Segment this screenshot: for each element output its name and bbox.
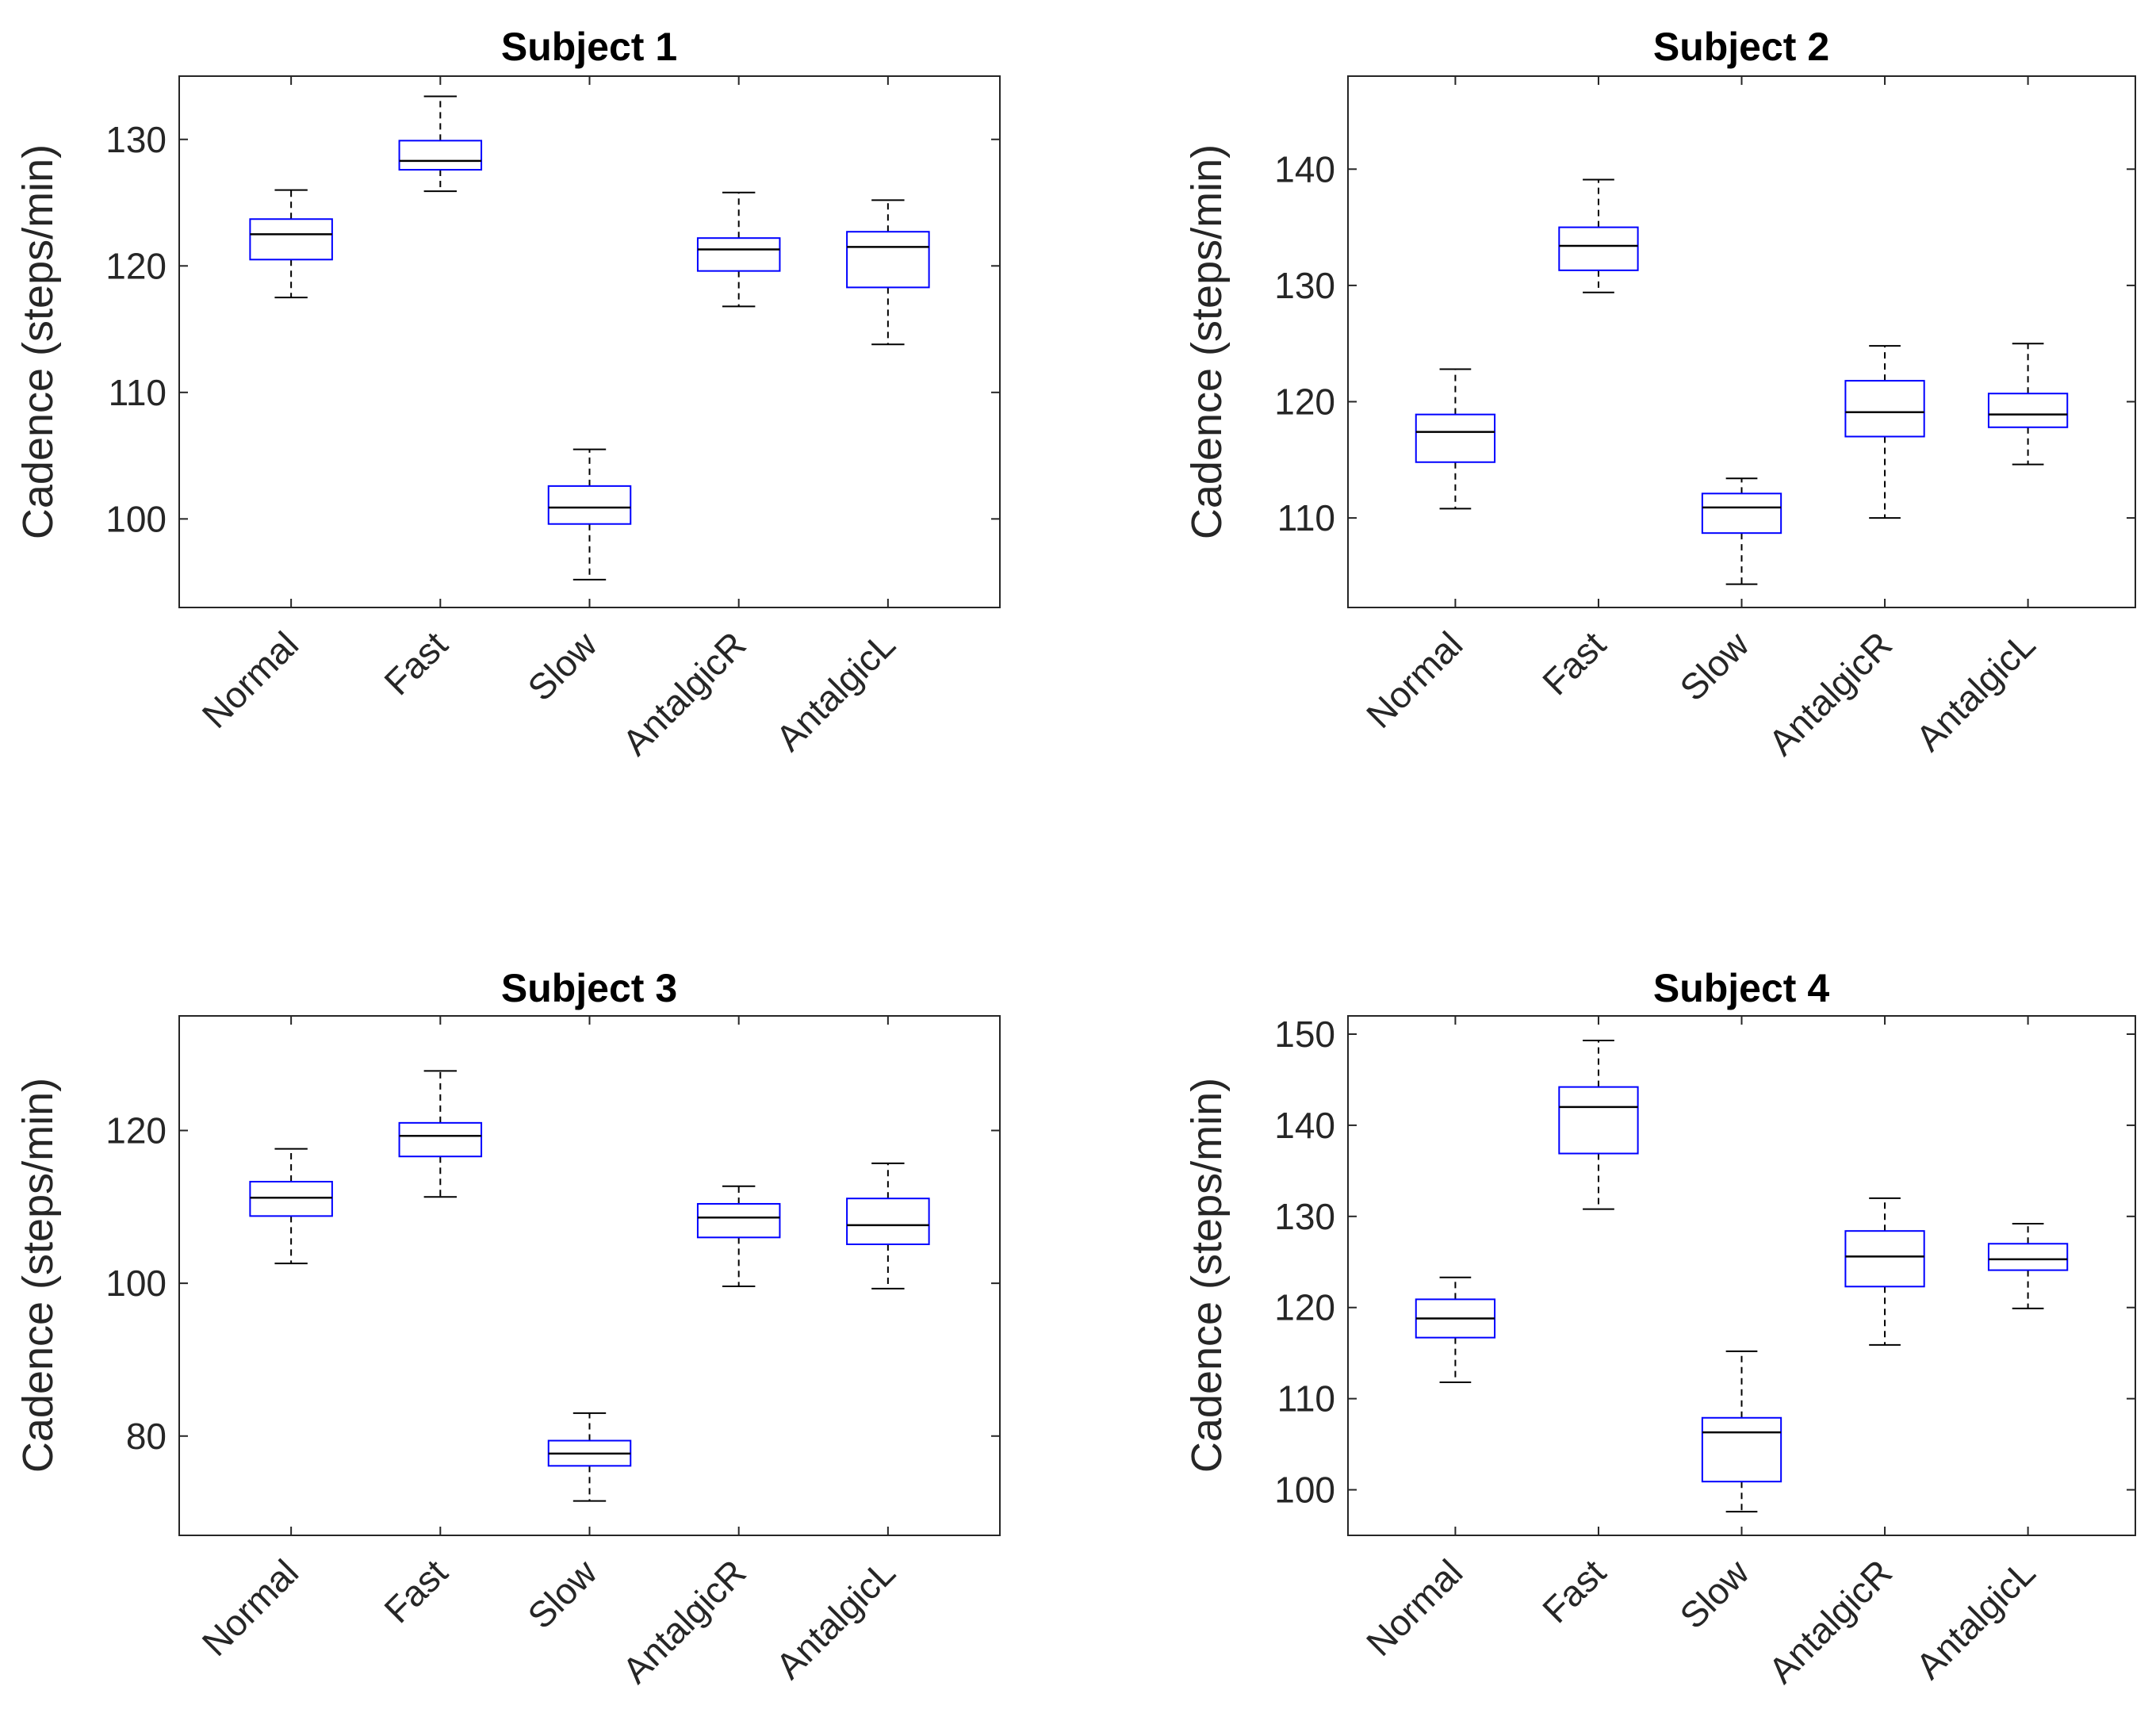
box-fast: [398, 1070, 483, 1198]
iqr-box: [398, 140, 483, 171]
x-tick-label: Fast: [376, 623, 455, 703]
box-normal: [249, 189, 333, 299]
y-tick-label: 100: [105, 1263, 167, 1304]
iqr-box: [1558, 226, 1639, 271]
y-axis-label: Cadence (steps/min): [1183, 1078, 1231, 1473]
box-antalgicl: [846, 199, 930, 346]
iqr-box: [1701, 492, 1782, 535]
x-tick-label: Slow: [519, 623, 605, 709]
iqr-box: [1558, 1086, 1639, 1155]
y-tick-label: 120: [1274, 381, 1335, 423]
box-slow: [547, 1412, 632, 1502]
plot-area: 80 100 120 Normal Fast Slow AntalgicR AntalgicL: [105, 1016, 1000, 1691]
x-tick-label: Normal: [194, 1551, 307, 1664]
y-tick-label: 140: [1274, 1105, 1335, 1146]
plot-area: 100 110 120 130 Normal Fast Slow AntalgicR Antal…: [105, 76, 1000, 763]
box-slow: [547, 448, 632, 581]
y-tick-label: 130: [105, 119, 167, 160]
y-tick-label: 100: [1274, 1470, 1335, 1511]
box-antalgicl: [1987, 343, 2069, 466]
subplot-subject-1: Subject 1 Cadence (steps/min) 1001101201…: [14, 25, 1001, 763]
y-tick-label: 130: [1274, 265, 1335, 306]
subplot-title: Subject 3: [501, 966, 677, 1010]
y-axis-label: Cadence (steps/min): [14, 1078, 62, 1473]
x-tick-label: Fast: [1534, 623, 1614, 703]
box-fast: [1558, 178, 1639, 293]
box-normal: [1415, 1276, 1496, 1383]
y-axis-label: Cadence (steps/min): [1183, 144, 1231, 539]
box-normal: [1415, 368, 1496, 510]
subplot-subject-4: Subject 4 Cadence (steps/min) 100 110 120 1…: [1183, 966, 2136, 1691]
iqr-box: [1701, 1416, 1782, 1483]
x-tick-label: Fast: [376, 1551, 455, 1631]
x-tick-label: AntalgicR: [615, 1551, 754, 1691]
y-tick-label: 120: [105, 245, 167, 286]
iqr-box: [249, 1181, 333, 1217]
box-normal: [249, 1148, 333, 1265]
iqr-box: [547, 485, 632, 525]
x-tick-label: Fast: [1534, 1551, 1614, 1631]
box-slow: [1701, 1350, 1782, 1513]
axes-frame: [178, 1015, 1001, 1536]
axes-frame: [1347, 75, 2136, 608]
iqr-box: [1844, 380, 1925, 438]
x-tick-label: Normal: [1358, 1551, 1471, 1664]
box-antalgicl: [846, 1162, 930, 1290]
iqr-box: [846, 1198, 930, 1246]
subplot-subject-3: Subject 3 Cadence (steps/min) 80 100 120 No…: [14, 966, 1001, 1691]
subplot-title: Subject 1: [501, 25, 677, 69]
iqr-box: [846, 231, 930, 289]
x-tick-label: AntalgicR: [615, 623, 754, 763]
y-tick-label: 150: [1274, 1014, 1335, 1055]
iqr-box: [249, 218, 333, 261]
x-tick-label: AntalgicL: [768, 623, 903, 759]
y-tick-label: 110: [1277, 497, 1335, 538]
x-tick-label: Slow: [519, 1551, 605, 1637]
x-tick-label: Slow: [1671, 623, 1757, 709]
iqr-box: [1987, 393, 2069, 428]
iqr-box: [696, 237, 781, 272]
y-tick-label: 130: [1274, 1196, 1335, 1237]
subplot-title: Subject 4: [1653, 966, 1829, 1010]
iqr-box: [1987, 1243, 2069, 1271]
x-tick-label: AntalgicL: [1908, 623, 2043, 759]
y-axis-label: Cadence (steps/min): [14, 144, 62, 539]
x-tick-label: AntalgicL: [768, 1551, 903, 1687]
iqr-box: [1844, 1230, 1925, 1288]
box-slow: [1701, 477, 1782, 585]
y-tick-label: 110: [109, 372, 167, 413]
box-fast: [1558, 1040, 1639, 1210]
x-tick-label: Normal: [1358, 623, 1471, 736]
x-tick-label: AntalgicL: [1908, 1551, 2043, 1687]
axes-frame: [178, 75, 1001, 608]
box-antalgicl: [1987, 1223, 2069, 1309]
box-antalgicr: [1844, 345, 1925, 519]
box-fast: [398, 95, 483, 193]
iqr-box: [1415, 413, 1496, 463]
iqr-box: [398, 1121, 483, 1158]
box-antalgicr: [696, 191, 781, 308]
y-tick-label: 110: [1277, 1378, 1335, 1420]
axes-frame: [1347, 1015, 2136, 1536]
x-tick-label: Normal: [194, 623, 307, 736]
y-tick-label: 80: [126, 1416, 167, 1457]
y-tick-label: 140: [1274, 148, 1335, 190]
y-tick-label: 120: [1274, 1287, 1335, 1328]
x-tick-label: Slow: [1671, 1551, 1757, 1637]
x-tick-label: AntalgicR: [1760, 1551, 1900, 1691]
plot-area: 110 120 130 140 Normal Fast Slow AntalgicR Antal…: [1274, 76, 2135, 763]
subplot-title: Subject 2: [1653, 25, 1829, 69]
x-tick-label: AntalgicR: [1760, 623, 1900, 763]
iqr-box: [696, 1202, 781, 1239]
y-tick-label: 120: [105, 1109, 167, 1151]
box-antalgicr: [696, 1185, 781, 1287]
subplot-subject-2: Subject 2 Cadence (steps/min) 1101201301…: [1183, 25, 2136, 763]
y-tick-label: 100: [105, 498, 167, 539]
box-antalgicr: [1844, 1197, 1925, 1346]
